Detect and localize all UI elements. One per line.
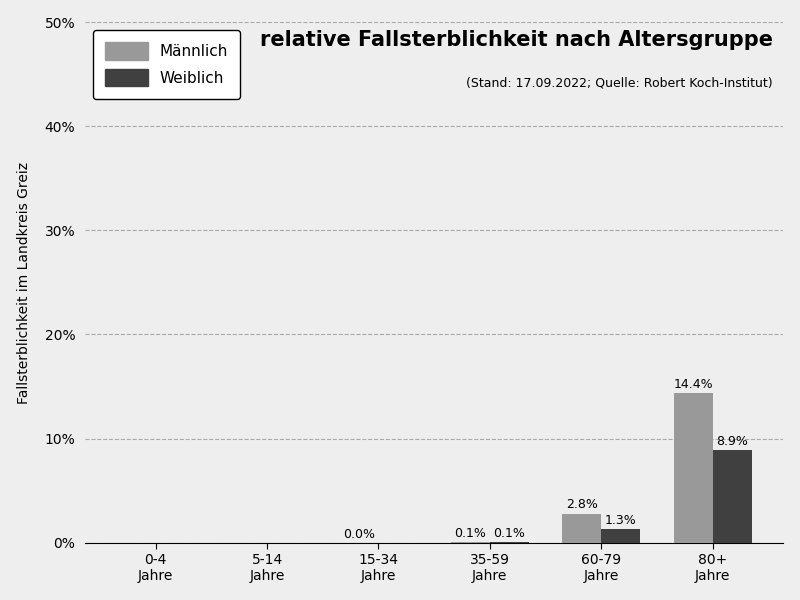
Text: 2.8%: 2.8%: [566, 499, 598, 511]
Text: 0.1%: 0.1%: [454, 527, 486, 539]
Y-axis label: Fallsterblichkeit im Landkreis Greiz: Fallsterblichkeit im Landkreis Greiz: [17, 161, 30, 404]
Bar: [451, 542, 490, 543]
Text: 14.4%: 14.4%: [674, 378, 713, 391]
Text: 1.3%: 1.3%: [605, 514, 637, 527]
Legend: Männlich, Weiblich: Männlich, Weiblich: [93, 30, 241, 99]
Bar: [602, 529, 640, 543]
Text: (Stand: 17.09.2022; Quelle: Robert Koch-Institut): (Stand: 17.09.2022; Quelle: Robert Koch-…: [466, 77, 773, 90]
Text: 0.1%: 0.1%: [494, 527, 526, 539]
Text: relative Fallsterblichkeit nach Altersgruppe: relative Fallsterblichkeit nach Altersgr…: [260, 30, 773, 50]
Bar: [490, 542, 529, 543]
Bar: [674, 393, 713, 543]
Bar: [562, 514, 602, 543]
Bar: [713, 450, 751, 543]
Text: 8.9%: 8.9%: [716, 435, 748, 448]
Text: 0.0%: 0.0%: [343, 527, 375, 541]
